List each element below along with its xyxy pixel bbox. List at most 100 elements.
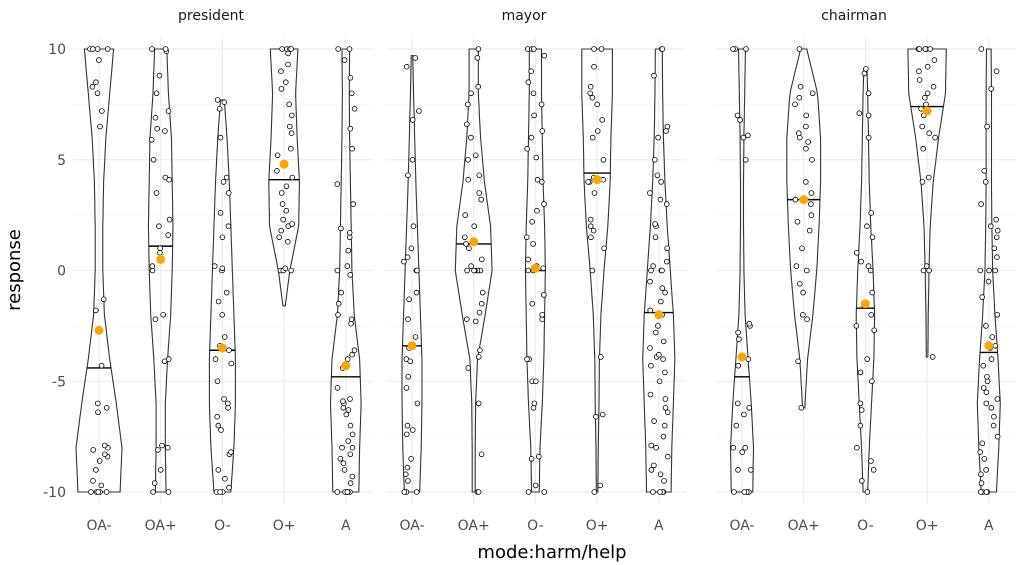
data-point	[869, 211, 874, 216]
data-point	[532, 401, 537, 406]
data-point	[649, 468, 654, 473]
data-point	[586, 180, 591, 185]
data-point	[993, 343, 998, 348]
data-point	[648, 308, 653, 313]
data-point	[542, 53, 547, 58]
data-point	[660, 268, 665, 273]
data-point	[347, 47, 352, 52]
x-tick-label: O-	[214, 518, 230, 534]
data-point	[90, 84, 95, 89]
data-point	[865, 490, 870, 495]
data-point	[290, 222, 295, 227]
data-point	[213, 357, 218, 362]
data-point	[922, 95, 927, 100]
data-point	[866, 264, 871, 269]
data-point	[220, 235, 225, 240]
data-point	[163, 129, 168, 134]
data-point	[409, 456, 414, 461]
data-point	[978, 450, 983, 455]
data-point	[740, 450, 745, 455]
data-point	[659, 180, 664, 185]
data-point	[351, 202, 356, 207]
data-point	[218, 211, 223, 216]
data-point	[220, 266, 225, 271]
data-point	[809, 202, 814, 207]
data-point	[472, 268, 477, 273]
data-point	[469, 135, 474, 140]
mean-point	[799, 195, 808, 204]
data-point	[215, 379, 220, 384]
data-point	[93, 308, 98, 313]
data-point	[600, 412, 605, 417]
data-point	[89, 490, 94, 495]
data-point	[736, 363, 741, 368]
y-tick-labels: -10-50510	[43, 42, 66, 501]
data-point	[652, 463, 657, 468]
data-point	[101, 297, 106, 302]
data-point	[531, 242, 536, 247]
x-tick-label: OA-	[86, 518, 111, 534]
data-point	[980, 295, 985, 300]
data-point	[280, 47, 285, 52]
data-point	[924, 264, 929, 269]
data-point	[286, 62, 291, 67]
data-point	[410, 118, 415, 123]
data-point	[599, 47, 604, 52]
data-point	[920, 124, 925, 129]
data-point	[530, 301, 535, 306]
data-point	[349, 91, 354, 96]
data-point	[225, 401, 230, 406]
data-point	[212, 264, 217, 269]
data-point	[149, 137, 154, 142]
data-point	[656, 324, 661, 329]
x-tick-label: OA+	[788, 518, 820, 534]
data-point	[795, 219, 800, 224]
data-point	[872, 328, 877, 333]
data-point	[657, 379, 662, 384]
data-point	[348, 452, 353, 457]
data-point	[158, 250, 163, 255]
data-point	[926, 175, 931, 180]
data-point	[94, 468, 99, 473]
data-point	[854, 250, 859, 255]
data-point	[595, 102, 600, 107]
data-point	[158, 246, 163, 251]
data-point	[989, 87, 994, 92]
data-point	[279, 191, 284, 196]
data-point	[985, 124, 990, 129]
data-point	[534, 155, 539, 160]
data-point	[657, 352, 662, 357]
data-point	[465, 102, 470, 107]
data-point	[602, 246, 607, 251]
x-tick-label: A	[984, 518, 994, 534]
data-point	[414, 290, 419, 295]
data-point	[744, 47, 749, 52]
data-point	[473, 153, 478, 158]
data-point	[222, 335, 227, 340]
data-point	[747, 405, 752, 410]
x-tick-label: OA+	[458, 518, 490, 534]
data-point	[653, 330, 658, 335]
data-point	[525, 357, 530, 362]
data-point	[649, 443, 654, 448]
data-point	[804, 124, 809, 129]
data-point	[870, 290, 875, 295]
data-point	[216, 299, 221, 304]
data-point	[464, 317, 469, 322]
data-point	[588, 91, 593, 96]
data-point	[987, 268, 992, 273]
mean-point	[593, 175, 602, 184]
data-point	[664, 259, 669, 264]
data-point	[734, 423, 739, 428]
data-point	[927, 131, 932, 136]
data-point	[221, 180, 226, 185]
data-point	[665, 124, 670, 129]
data-point	[415, 401, 420, 406]
data-point	[654, 445, 659, 450]
data-point	[403, 472, 408, 477]
data-point	[102, 443, 107, 448]
data-point	[664, 202, 669, 207]
data-point	[350, 474, 355, 479]
data-point	[152, 481, 157, 486]
data-point	[652, 73, 657, 78]
